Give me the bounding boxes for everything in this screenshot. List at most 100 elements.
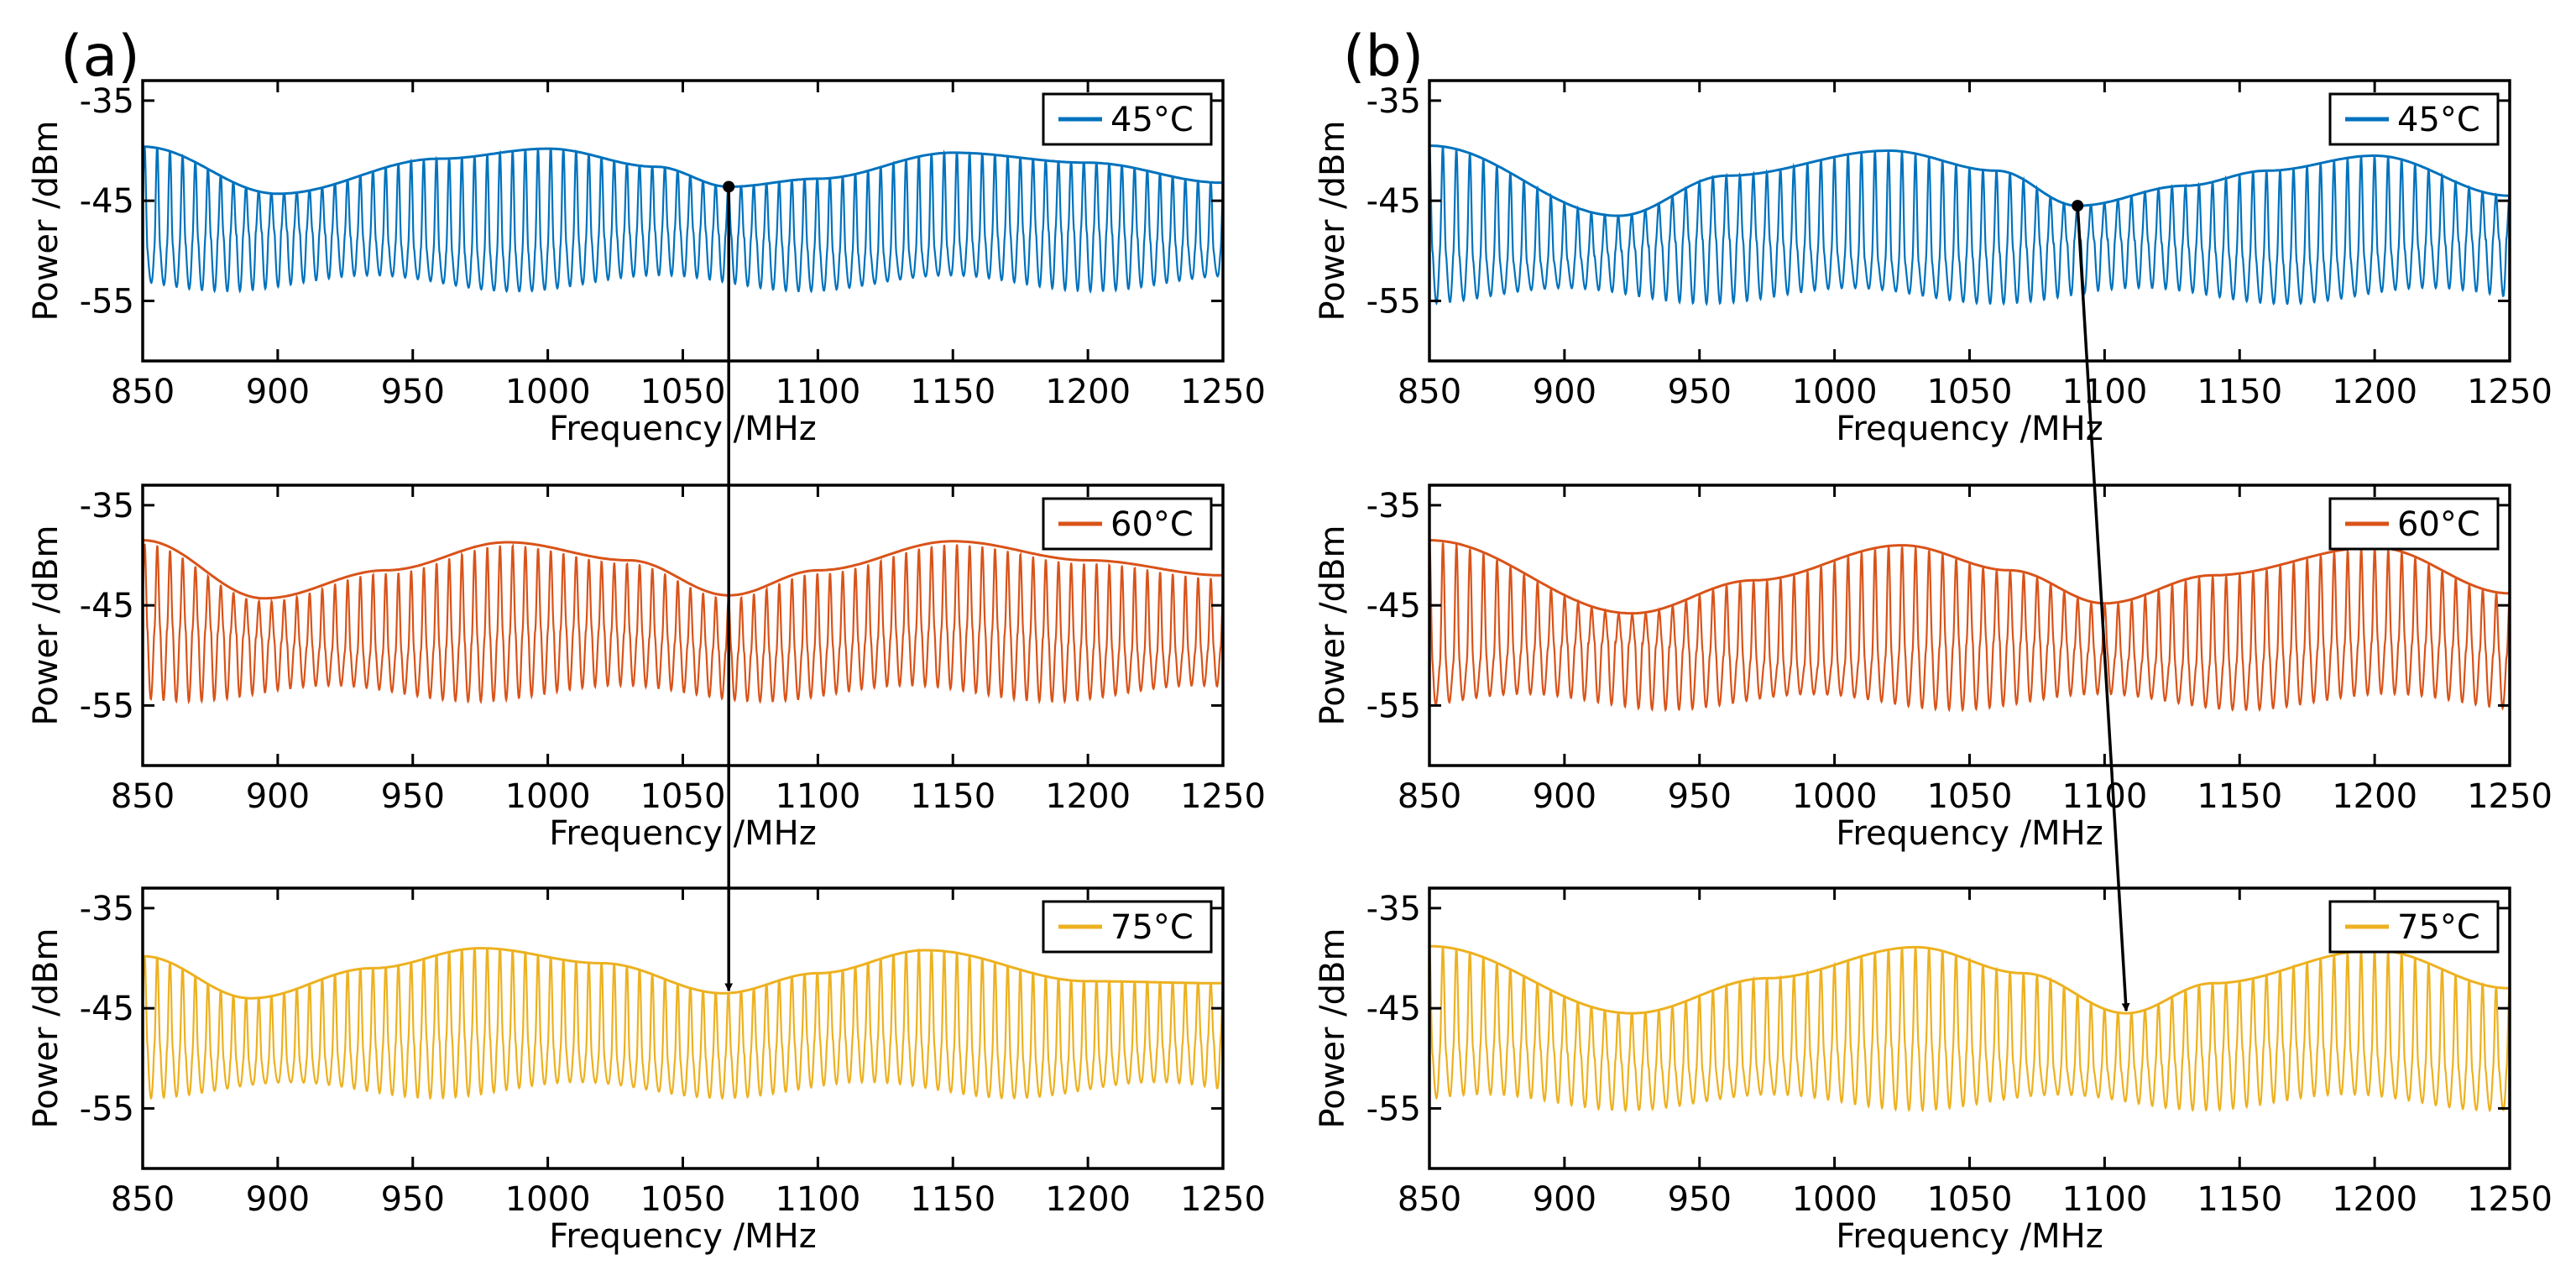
x-tick-label: 950 — [381, 1180, 445, 1219]
x-tick-label: 850 — [1398, 373, 1461, 411]
legend: 45°C — [1042, 92, 1213, 146]
series-trace-line — [143, 947, 1223, 1100]
x-tick-label: 1200 — [1045, 777, 1131, 816]
x-tick-label: 1150 — [2197, 373, 2282, 411]
y-tick-label: -35 — [1366, 82, 1421, 121]
x-tick-label: 900 — [246, 373, 310, 411]
envelope-line — [1429, 144, 2510, 217]
series-trace-line — [143, 145, 1223, 295]
series-trace-line — [1429, 145, 2510, 306]
envelope-line — [143, 947, 1223, 1000]
x-tick-label: 1250 — [1180, 1180, 1266, 1219]
panel-b: (b) 850 900 950 1000 1050 1100 1150 1200 1250 -35… — [1314, 24, 2552, 1256]
x-tick-label: 950 — [381, 777, 445, 816]
x-tick-label: 1050 — [1927, 1180, 2013, 1219]
y-tick-label: -55 — [80, 1090, 134, 1128]
panel-a: (a) 850 900 950 1000 1050 1100 1150 1200 1250 -35… — [27, 24, 1266, 1256]
panel-a-subplot-3: 850 900 950 1000 1050 1100 1150 1200 1250 -35 -45 -… — [27, 886, 1266, 1256]
panel-b-subplot-1: 850 900 950 1000 1050 1100 1150 1200 1250 -35 -45 -… — [1314, 79, 2552, 448]
legend: 60°C — [1042, 497, 1213, 551]
x-tick-label: 1000 — [1792, 777, 1878, 816]
x-tick-label: 1150 — [2197, 777, 2282, 816]
panel-a-subplot-2: 850 900 950 1000 1050 1100 1150 1200 1250 -35 -45 -… — [27, 484, 1266, 853]
x-tick-label: 850 — [111, 777, 175, 816]
x-tick-label: 1250 — [1180, 373, 1266, 411]
x-tick-label: 1250 — [2467, 373, 2552, 411]
x-tick-label: 850 — [1398, 1180, 1461, 1219]
x-tick-label: 1150 — [910, 1180, 995, 1219]
y-tick-label: -45 — [80, 990, 134, 1028]
x-tick-label: 1100 — [775, 777, 860, 816]
x-tick-label: 900 — [1533, 777, 1596, 816]
x-tick-label: 1100 — [775, 373, 860, 411]
y-tick-label: -45 — [1366, 182, 1421, 221]
y-tick-label: -45 — [80, 587, 134, 625]
x-tick-label: 1200 — [1045, 1180, 1131, 1219]
y-axis-title: Power /dBm — [1314, 525, 1352, 726]
legend: 75°C — [1042, 900, 1213, 954]
x-tick-label: 950 — [381, 373, 445, 411]
legend-label: 75°C — [2397, 908, 2480, 947]
y-tick-label: -55 — [80, 282, 134, 321]
x-tick-label: 1050 — [1927, 373, 2013, 411]
y-axis-title: Power /dBm — [1314, 121, 1352, 322]
y-tick-label: -35 — [80, 487, 134, 525]
y-tick-label: -45 — [80, 182, 134, 221]
x-tick-label: 1050 — [640, 373, 726, 411]
x-tick-label: 1200 — [1045, 373, 1131, 411]
y-tick-label: -35 — [1366, 487, 1421, 525]
panel-b-subplot-2: 850 900 950 1000 1050 1100 1150 1200 1250 -35 -45 -… — [1314, 484, 2552, 853]
legend: 60°C — [2328, 497, 2500, 551]
x-tick-label: 1200 — [2332, 1180, 2417, 1219]
x-tick-label: 1050 — [1927, 777, 2013, 816]
x-tick-label: 1000 — [505, 373, 591, 411]
x-tick-label: 1200 — [2332, 777, 2417, 816]
x-tick-label: 1000 — [1792, 373, 1878, 411]
series-trace-line — [1429, 945, 2510, 1113]
y-tick-label: -35 — [80, 890, 134, 928]
x-tick-label: 1100 — [2061, 777, 2147, 816]
x-axis-title: Frequency /MHz — [549, 814, 816, 853]
y-tick-label: -45 — [1366, 990, 1421, 1028]
x-tick-label: 1100 — [2061, 1180, 2147, 1219]
x-tick-label: 1000 — [1792, 1180, 1878, 1219]
x-tick-label: 950 — [1668, 373, 1732, 411]
x-tick-label: 850 — [1398, 777, 1461, 816]
shift-arrow — [2076, 206, 2130, 1012]
x-tick-label: 1100 — [2061, 373, 2147, 411]
y-tick-label: -45 — [1366, 587, 1421, 625]
x-tick-label: 850 — [111, 1180, 175, 1219]
x-tick-label: 850 — [111, 373, 175, 411]
y-tick-label: -35 — [1366, 890, 1421, 928]
x-tick-label: 1150 — [910, 777, 995, 816]
arrows-layer — [723, 180, 2130, 1012]
envelope-line — [1429, 944, 2510, 1015]
panel-a-subplot-1: 850 900 950 1000 1050 1100 1150 1200 1250 -35 -45 -… — [27, 79, 1266, 448]
x-axis-title: Frequency /MHz — [549, 410, 816, 448]
legend-label: 75°C — [1110, 908, 1194, 947]
x-tick-label: 1150 — [2197, 1180, 2282, 1219]
x-tick-label: 1250 — [1180, 777, 1266, 816]
y-tick-label: -55 — [80, 687, 134, 725]
y-axis-title: Power /dBm — [27, 928, 65, 1129]
envelope-line — [143, 145, 1223, 196]
x-tick-label: 900 — [1533, 1180, 1596, 1219]
x-tick-label: 950 — [1668, 1180, 1732, 1219]
y-tick-label: -55 — [1366, 687, 1421, 725]
x-tick-label: 900 — [246, 1180, 310, 1219]
y-axis-title: Power /dBm — [27, 525, 65, 726]
x-axis-title: Frequency /MHz — [1836, 1217, 2103, 1256]
x-tick-label: 900 — [1533, 373, 1596, 411]
x-tick-label: 900 — [246, 777, 310, 816]
x-axis-title: Frequency /MHz — [549, 1217, 816, 1256]
panel-b-subplot-3: 850 900 950 1000 1050 1100 1150 1200 1250 -35 -45 -… — [1314, 886, 2552, 1256]
y-axis-title: Power /dBm — [1314, 928, 1352, 1129]
x-tick-label: 1200 — [2332, 373, 2417, 411]
panel-a-label: (a) — [60, 24, 140, 90]
y-tick-label: -35 — [80, 82, 134, 121]
x-axis-title: Frequency /MHz — [1836, 814, 2103, 853]
series-trace-line — [143, 542, 1223, 705]
legend-label: 60°C — [1110, 505, 1194, 544]
legend: 75°C — [2328, 900, 2500, 954]
y-tick-label: -55 — [1366, 282, 1421, 321]
